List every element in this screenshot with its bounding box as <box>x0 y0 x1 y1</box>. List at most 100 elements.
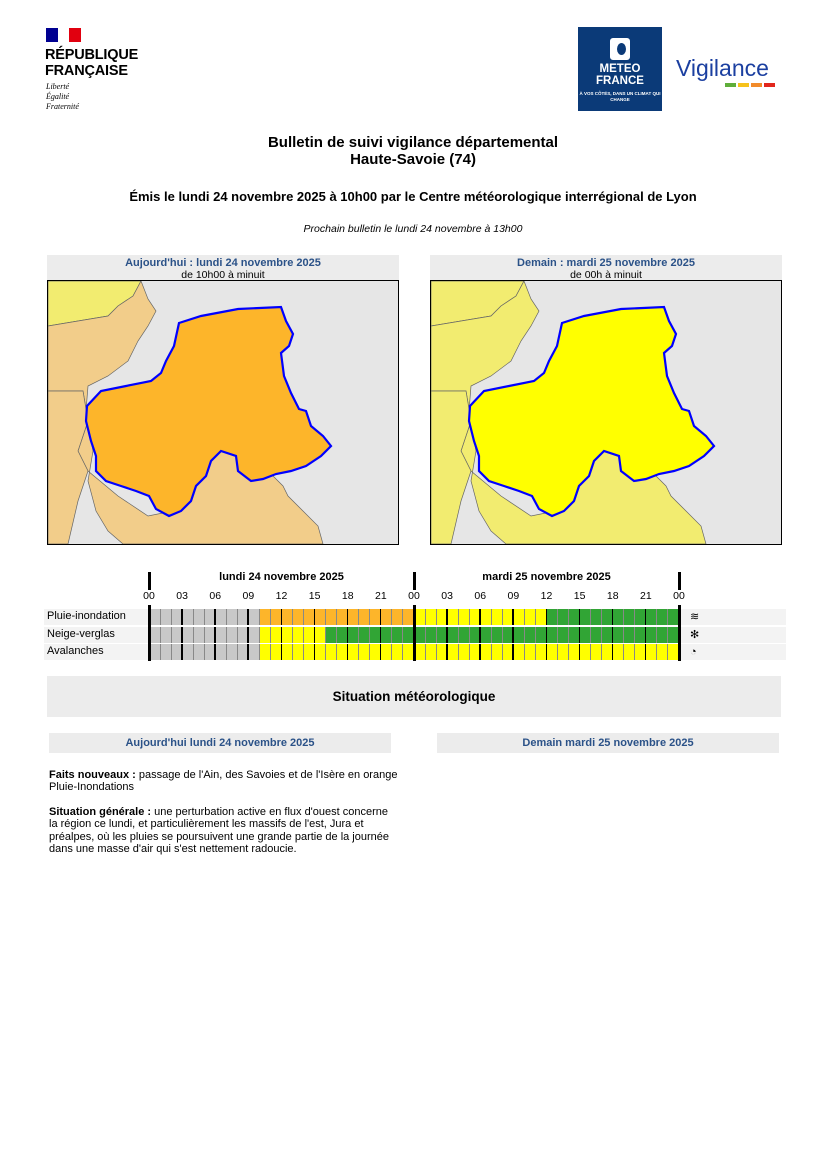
hour-tick <box>490 609 492 625</box>
bulletin-title: Bulletin de suivi vigilance départementa… <box>267 134 559 151</box>
hour-tick <box>590 609 592 625</box>
hour-tick <box>534 609 536 625</box>
hour-tick <box>601 627 603 643</box>
vigilance-map <box>47 280 399 545</box>
hour-tick <box>623 627 625 643</box>
hour-tick <box>545 609 547 625</box>
hour-tick <box>358 644 360 660</box>
hour-tick <box>557 644 559 660</box>
hour-tick <box>313 627 316 643</box>
hour-tick <box>379 644 382 660</box>
hour-tick <box>545 644 547 660</box>
hour-tick <box>468 644 470 660</box>
day-separator <box>412 572 416 590</box>
hour-tick <box>479 627 481 643</box>
hour-tick <box>590 644 592 660</box>
hour-tick <box>557 609 559 625</box>
map-header: Aujourd'hui : lundi 24 novembre 2025 de … <box>47 255 399 281</box>
department-shape[interactable] <box>467 305 716 518</box>
hour-tick <box>501 644 503 660</box>
hour-tick <box>247 644 249 660</box>
hour-tick <box>369 609 371 625</box>
hour-tick <box>578 609 581 625</box>
hour-tick <box>424 627 426 643</box>
french-flag-logo <box>46 28 82 42</box>
map-hours: de 10h00 à minuit <box>181 269 265 281</box>
hour-tick <box>523 627 525 643</box>
logo-line: RÉPUBLIQUE <box>45 47 139 63</box>
hour-tick <box>247 609 249 625</box>
hour-tick <box>667 644 669 660</box>
timeline-day-label: mardi 25 novembre 2025 <box>482 571 611 583</box>
hour-tick <box>214 627 216 643</box>
map-header: Demain : mardi 25 novembre 2025 de 00h à… <box>430 255 782 281</box>
hour-tick <box>557 627 559 643</box>
logo-line: METEO <box>599 63 641 75</box>
hour-tick <box>446 609 448 625</box>
meteo-france-logo: METEO FRANCE À VOS CÔTÉS, DANS UN CLIMAT… <box>578 27 662 111</box>
hour-tick <box>280 627 282 643</box>
hour-tick <box>611 644 614 660</box>
hour-tick <box>424 609 426 625</box>
hour-tick <box>623 609 625 625</box>
rain-flood-icon: ≋ <box>690 611 700 623</box>
hour-tick <box>523 609 525 625</box>
hour-tick <box>325 627 327 643</box>
next-bulletin: Prochain bulletin le lundi 24 novembre à… <box>303 223 523 235</box>
hour-tick <box>269 609 271 625</box>
hour-label: 15 <box>308 590 321 602</box>
faits-label: Faits nouveaux : <box>49 769 136 781</box>
hour-tick <box>611 627 614 643</box>
hour-tick <box>247 627 249 643</box>
hour-label: 00 <box>408 590 420 602</box>
hour-tick <box>292 609 294 625</box>
hour-tick <box>501 627 503 643</box>
hour-tick <box>479 644 481 660</box>
hour-tick <box>280 609 282 625</box>
situation-generale: Situation générale : une perturbation ac… <box>49 806 399 855</box>
day-separator <box>147 605 151 661</box>
hour-label: 00 <box>673 590 685 602</box>
hour-tick <box>402 627 404 643</box>
hour-label: 09 <box>507 590 520 602</box>
row-label: Neige-verglas <box>47 628 115 640</box>
hour-tick <box>236 644 238 660</box>
hour-tick <box>379 609 382 625</box>
hour-tick <box>656 644 658 660</box>
hour-tick <box>258 627 260 643</box>
hour-tick <box>578 644 581 660</box>
hour-tick <box>192 644 194 660</box>
map-day: Demain : mardi 25 novembre 2025 <box>517 257 695 269</box>
map-panel-today: Aujourd'hui : lundi 24 novembre 2025 de … <box>47 255 399 545</box>
vigilance-logo: Vigilance <box>676 55 769 81</box>
hour-label: 06 <box>474 590 487 602</box>
hour-tick <box>181 627 183 643</box>
hour-tick <box>258 644 260 660</box>
hour-tick <box>391 627 393 643</box>
neighbor-region <box>48 390 89 544</box>
logo-line: FRANCE <box>596 75 644 87</box>
day-separator <box>677 605 681 661</box>
issued-text: Émis le lundi 24 novembre 2025 à 10h00 p… <box>129 189 697 204</box>
hour-tick <box>303 644 305 660</box>
hour-label: 21 <box>640 590 652 602</box>
hour-tick <box>644 609 647 625</box>
hour-tick <box>601 644 603 660</box>
hour-tick <box>391 644 393 660</box>
timeline-day-label: lundi 24 novembre 2025 <box>219 571 344 583</box>
hour-tick <box>313 644 316 660</box>
hour-tick <box>568 644 570 660</box>
situation-today-header: Aujourd'hui lundi 24 novembre 2025 <box>49 733 391 753</box>
hour-tick <box>336 644 338 660</box>
hour-label: 03 <box>441 590 453 602</box>
hour-label: 06 <box>209 590 222 602</box>
day-separator <box>147 572 151 590</box>
hour-tick <box>236 609 238 625</box>
hour-tick <box>634 627 636 643</box>
hour-label: 09 <box>242 590 255 602</box>
avalanche-icon: ◔ <box>690 646 697 658</box>
hour-tick <box>568 627 570 643</box>
hour-tick <box>501 609 503 625</box>
hour-tick <box>490 644 492 660</box>
department-shape[interactable] <box>84 305 333 518</box>
